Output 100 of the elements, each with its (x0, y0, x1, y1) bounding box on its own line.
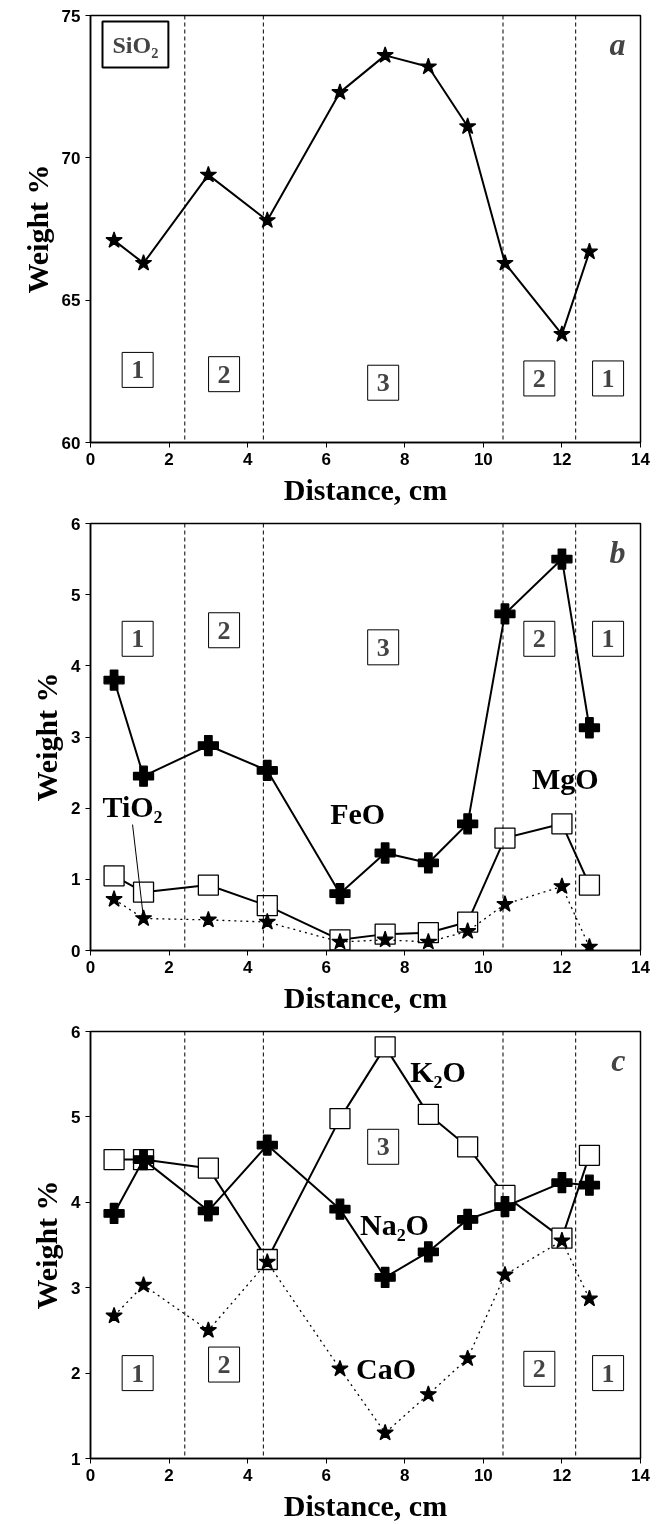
y-tick-label: 60 (61, 433, 81, 453)
point (256, 1134, 278, 1156)
x-tick-label: 12 (552, 449, 572, 469)
x-tick-label: 6 (321, 957, 331, 977)
annotation: 2 (532, 1354, 546, 1384)
point (551, 548, 573, 570)
series-label: FeO (330, 796, 386, 830)
annotation: 3 (376, 632, 390, 662)
point (197, 874, 220, 896)
point (580, 242, 599, 260)
point (103, 865, 125, 887)
text: TiO₂ (102, 789, 163, 823)
y-tick-label: 0 (71, 941, 81, 961)
x-tick-label: 4 (242, 1465, 253, 1485)
point (103, 1202, 125, 1225)
point (105, 231, 123, 248)
y-tick-label: 5 (71, 585, 81, 605)
point (197, 1157, 220, 1179)
point (105, 1306, 123, 1324)
point (456, 1208, 479, 1231)
point (376, 930, 394, 948)
y-tick-label: 2 (71, 1364, 81, 1384)
annotation: 1 (601, 624, 615, 654)
point (578, 1174, 601, 1196)
point (199, 1321, 218, 1338)
point (132, 881, 155, 903)
series-label: Na₂O (359, 1207, 429, 1241)
point (376, 46, 394, 63)
point (551, 1172, 573, 1194)
x-tick-label: 4 (242, 957, 253, 977)
point (496, 254, 514, 271)
x-tick-label: 10 (473, 449, 493, 469)
point (132, 765, 155, 787)
y-tick-label: 3 (71, 728, 81, 747)
x-tick-label: 14 (631, 1465, 651, 1485)
y-axis-title: Weight % (30, 672, 64, 802)
x-tick-label: 12 (552, 957, 572, 977)
x-tick-label: 8 (400, 1465, 410, 1485)
point (331, 1359, 349, 1377)
point (105, 890, 123, 907)
point (134, 909, 153, 926)
point (551, 813, 573, 835)
point (494, 603, 516, 625)
point (458, 922, 477, 939)
point (494, 827, 516, 849)
point (256, 895, 278, 917)
point (331, 83, 349, 100)
y-tick-label: 70 (61, 148, 81, 168)
x-tick-label: 8 (400, 957, 410, 977)
y-tick-label: 4 (71, 1193, 82, 1213)
point (134, 1275, 153, 1293)
x-tick-label: 2 (164, 1465, 174, 1485)
series-label: CaO (355, 1352, 416, 1386)
y-tick-label: 5 (71, 1107, 81, 1127)
x-tick-label: 6 (321, 449, 331, 469)
x-axis-title: Distance, cm (283, 1488, 448, 1522)
x-tick-label: 10 (473, 1465, 493, 1485)
annotation: 1 (601, 363, 615, 393)
point (417, 1241, 440, 1263)
y-tick-label: 1 (71, 1449, 81, 1469)
x-tick-label: 14 (631, 957, 651, 977)
annotation: c (611, 1041, 626, 1078)
annotation: 1 (131, 1358, 145, 1388)
point (419, 932, 438, 950)
annotation: 3 (376, 368, 390, 398)
annotation: 3 (376, 1132, 390, 1162)
y-tick-label: 6 (71, 514, 81, 534)
annotation: 2 (217, 615, 231, 645)
x-tick-label: 14 (631, 449, 651, 469)
point (197, 1200, 220, 1222)
y-tick-label: 3 (71, 1278, 81, 1298)
point (578, 874, 601, 896)
y-axis-title: Weight % (30, 1180, 64, 1310)
point (329, 882, 351, 905)
series-label: K₂O (410, 1055, 466, 1089)
x-tick-label: 4 (242, 449, 253, 469)
point (496, 895, 514, 912)
x-tick-label: 6 (321, 1465, 331, 1485)
y-tick-label: 4 (71, 656, 82, 676)
point (417, 852, 440, 874)
annotation: 2 (532, 363, 546, 393)
point (374, 842, 396, 864)
point (134, 254, 153, 271)
point (419, 1385, 438, 1402)
y-tick-label: 1 (71, 870, 81, 890)
series-label: MgO (531, 762, 599, 796)
annotation: 1 (131, 355, 145, 385)
point (374, 1036, 396, 1058)
annotation: 1 (131, 624, 145, 654)
annotation: 2 (217, 1350, 231, 1380)
point (417, 1103, 440, 1125)
point (578, 717, 601, 739)
point (197, 734, 220, 757)
point (458, 117, 477, 135)
point (456, 1136, 479, 1158)
point (199, 910, 218, 928)
x-tick-label: 10 (473, 957, 493, 977)
x-axis-title: Distance, cm (283, 472, 448, 506)
y-tick-label: 6 (71, 1022, 81, 1042)
x-tick-label: 12 (552, 1465, 572, 1485)
